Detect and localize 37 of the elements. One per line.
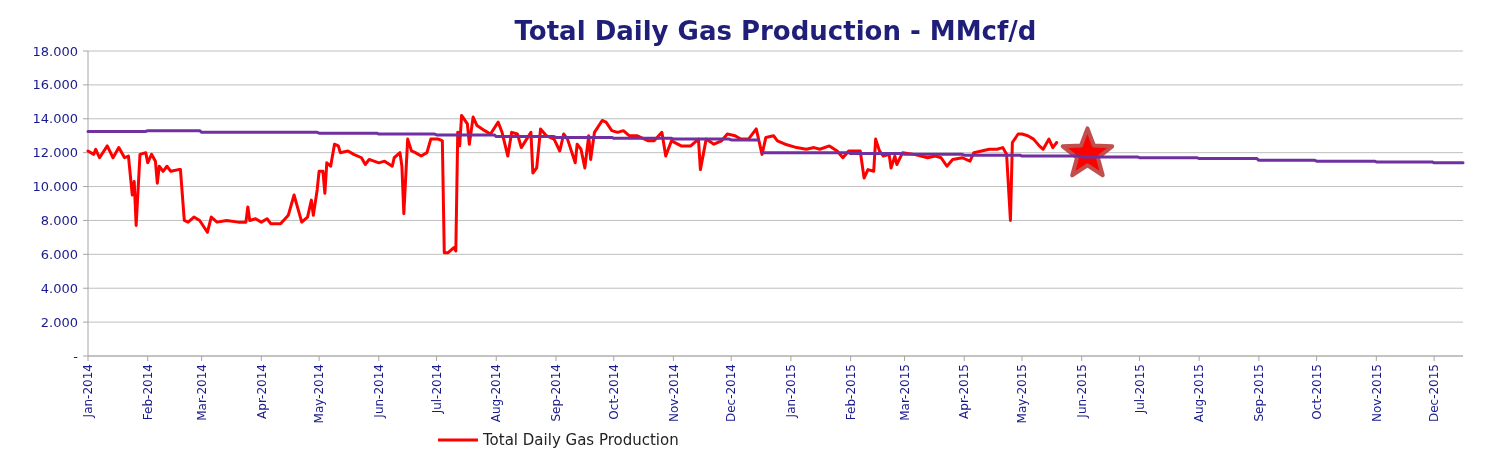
x-tick-label: Sep-2014	[549, 364, 564, 422]
chart-title: Total Daily Gas Production - MMcf/d	[514, 16, 1037, 46]
x-tick-label: Feb-2014	[140, 364, 155, 421]
x-tick-label: Jan-2015	[784, 364, 799, 419]
y-tick-label: -	[73, 348, 79, 364]
x-tick-label: Dec-2014	[724, 364, 739, 423]
y-tick-label: 14.000	[32, 111, 78, 127]
x-tick-label: Aug-2015	[1192, 364, 1207, 423]
x-tick-label: Jul-2015	[1132, 364, 1147, 415]
y-tick-label: 12.000	[32, 145, 78, 161]
y-tick-label: 8.000	[40, 212, 78, 228]
x-tick-label: Dec-2015	[1427, 364, 1442, 423]
x-tick-label: Jun-2014	[371, 364, 386, 419]
x-tick-label: Apr-2015	[957, 364, 972, 419]
y-tick-label: 6.000	[40, 246, 78, 262]
x-tick-label: Feb-2015	[843, 364, 858, 421]
x-tick-label: Oct-2015	[1309, 364, 1324, 420]
x-tick-label: Sep-2015	[1252, 364, 1267, 422]
x-tick-label: Nov-2014	[666, 364, 681, 422]
x-tick-label: Mar-2015	[897, 364, 912, 421]
y-tick-label: 16.000	[32, 77, 78, 93]
x-tick-label: Jul-2014	[429, 364, 444, 415]
line-series	[86, 113, 1059, 255]
y-tick-label: 2.000	[40, 314, 78, 330]
legend-label: Total Daily Gas Production	[482, 431, 679, 450]
y-tick-label: 18.000	[32, 43, 78, 59]
y-tick-label: 4.000	[40, 280, 78, 296]
x-tick-label: May-2014	[312, 364, 327, 424]
x-tick-label: May-2015	[1015, 364, 1030, 424]
x-tick-label: Jun-2015	[1074, 364, 1089, 419]
x-tick-label: Jan-2014	[81, 364, 96, 419]
x-tick-label: Aug-2014	[489, 364, 504, 423]
x-tick-label: Mar-2014	[194, 364, 209, 421]
x-tick-label: Nov-2015	[1369, 364, 1384, 422]
x-tick-label: Oct-2014	[606, 364, 621, 420]
x-tick-label: Apr-2014	[254, 364, 269, 419]
y-tick-label: 10.000	[32, 179, 78, 195]
